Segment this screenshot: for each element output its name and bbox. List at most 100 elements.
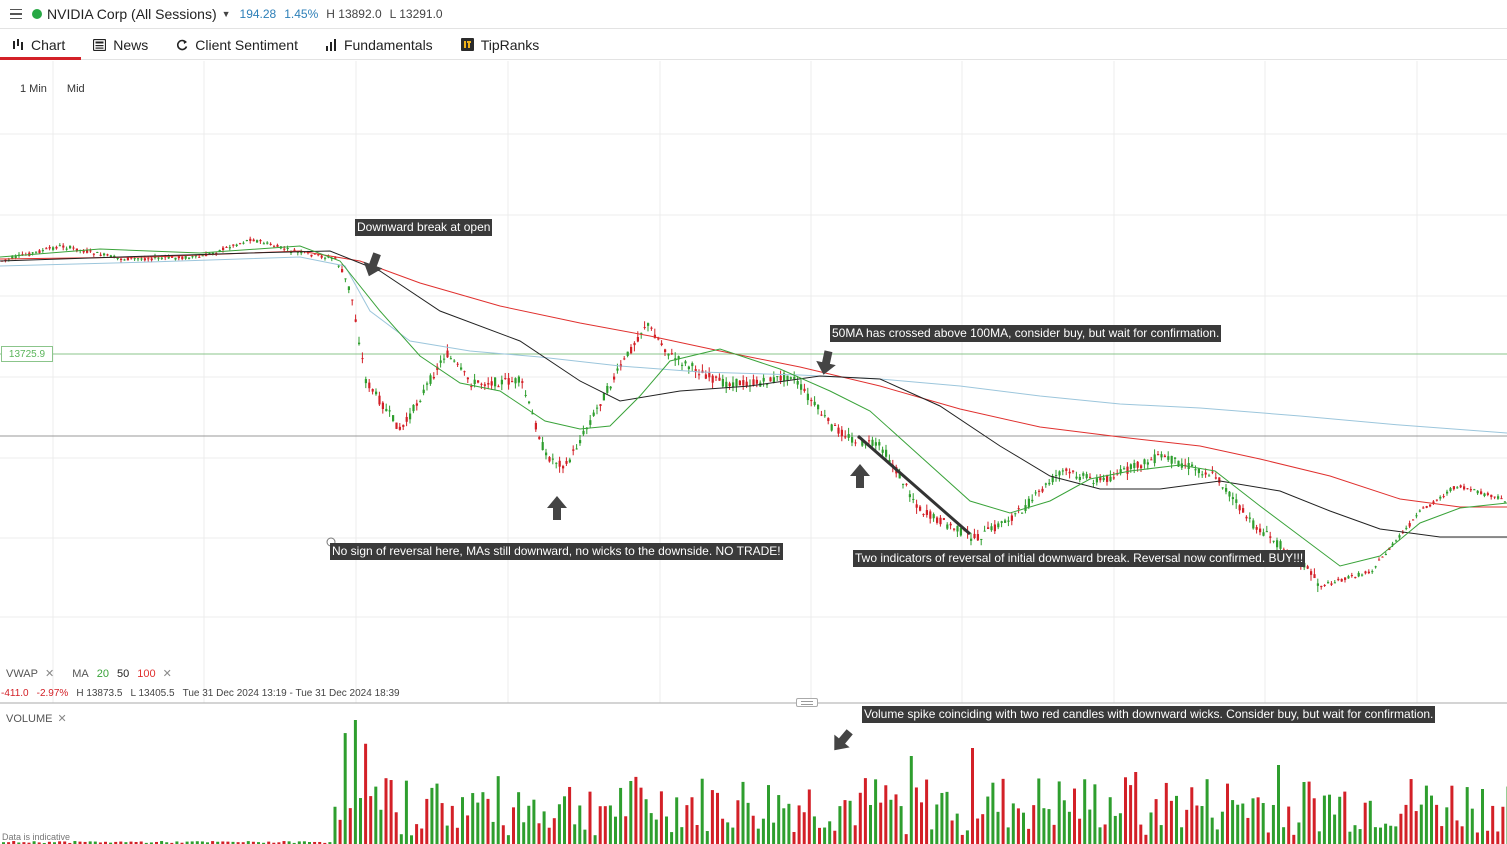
candle-body [1442,496,1445,498]
candle-body [997,523,1000,528]
price-chart[interactable] [0,61,1507,844]
candle-body [443,358,446,360]
price-type-selector[interactable]: Mid [66,83,85,95]
tab-chart[interactable]: Chart [0,30,82,60]
candle-body [1174,457,1177,459]
candle-body [1252,520,1255,529]
candle-body [942,518,945,520]
volume-bar [1205,779,1209,844]
down-arrow-icon [363,252,383,277]
candle-body [817,405,820,410]
volume-bar [32,841,36,844]
candle-body [504,378,507,380]
candle-body [283,248,286,250]
close-icon[interactable]: ✕ [162,668,172,680]
volume-bar [603,806,607,844]
annotation-no-reversal[interactable]: No sign of reversal here, MAs still down… [330,543,783,560]
ma-label[interactable]: MA [72,667,89,680]
last-price: 194.28 [239,7,277,21]
volume-bar [1501,806,1505,844]
candle-body [511,381,514,383]
tab-tipranks[interactable]: TipRanks [449,30,556,59]
volume-bar [415,824,419,844]
timeframe-controls: 1 Min Mid [20,83,85,95]
candle-body [41,250,44,252]
candle-body [715,376,718,378]
candle-body [55,246,58,249]
volume-bar [1384,823,1388,844]
candle-body [959,528,962,536]
tab-client-sentiment[interactable]: Client Sentiment [164,30,314,59]
close-icon[interactable]: ✕ [45,668,55,680]
candle-body [252,239,255,242]
candle-body [514,378,517,384]
volume-bar [1256,797,1260,844]
annotation-ma-cross[interactable]: 50MA has crossed above 100MA, consider b… [830,325,1222,342]
candle-body [630,346,633,354]
volume-bar [1317,831,1321,844]
candle-body [592,412,595,416]
interval-selector[interactable]: 1 Min [20,83,47,95]
tab-fundamentals[interactable]: Fundamentals [314,30,449,59]
candle-body [143,258,146,261]
candle-body [698,374,701,376]
candle-body [412,404,415,412]
annotation-volume-spike[interactable]: Volume spike coinciding with two red can… [862,706,1436,723]
close-icon[interactable]: ✕ [57,713,67,725]
candle-body [1486,493,1489,495]
candle-body [1469,489,1472,491]
candle-body [789,377,792,379]
candle-body [575,448,578,450]
volume-bar [272,842,276,844]
volume-bar [73,841,77,844]
volume-bar [563,796,566,844]
volume-bar [1073,788,1076,844]
chevron-down-icon[interactable]: ▼ [221,9,231,19]
annotation-downward-break[interactable]: Downward break at open [355,219,493,236]
volume-bar [22,842,26,844]
candle-body [1391,543,1394,546]
volume-bar [7,842,11,844]
candle-body [1497,496,1500,499]
price-level-tag[interactable]: 13725.9 [1,346,53,362]
candle-body [806,393,809,401]
pane-resize-handle[interactable] [796,698,818,707]
candle-body [810,399,813,402]
candle-body [854,442,857,444]
volume-bar [1424,785,1428,844]
volume-bar [1118,813,1122,844]
candle-body [388,410,391,412]
volume-bar [1373,827,1377,844]
volume-bar [364,743,368,844]
candle-body [1075,476,1078,479]
volume-bar [1455,820,1459,844]
candle-body [980,538,983,540]
volume-label[interactable]: VOLUME [6,713,53,725]
vwap-label[interactable]: VWAP [6,667,38,680]
volume-bar [1083,779,1087,844]
candle-body [65,248,68,250]
candle-body [140,258,143,260]
tab-news[interactable]: News [81,30,164,59]
candle-body [932,514,935,519]
volume-bar [461,797,464,844]
candle-body [783,373,786,382]
volume-bar [1287,806,1291,844]
candle-body [1398,535,1401,538]
candle-body [4,259,7,261]
candle-body [106,254,109,256]
volume-bar [914,787,918,844]
candle-body [874,442,877,446]
candle-body [1170,455,1173,464]
volume-bar [384,778,388,844]
volume-bar [1322,795,1326,844]
volume-bar [435,783,439,844]
candle-body [337,265,340,267]
menu-icon[interactable] [0,0,32,29]
annotation-reversal-confirmed[interactable]: Two indicators of reversal of initial do… [853,550,1306,567]
volume-bar [583,829,587,844]
candle-body [392,415,395,421]
volume-bar [818,827,821,844]
instrument-name[interactable]: NVIDIA Corp (All Sessions) [47,6,217,22]
candle-body [123,259,126,261]
